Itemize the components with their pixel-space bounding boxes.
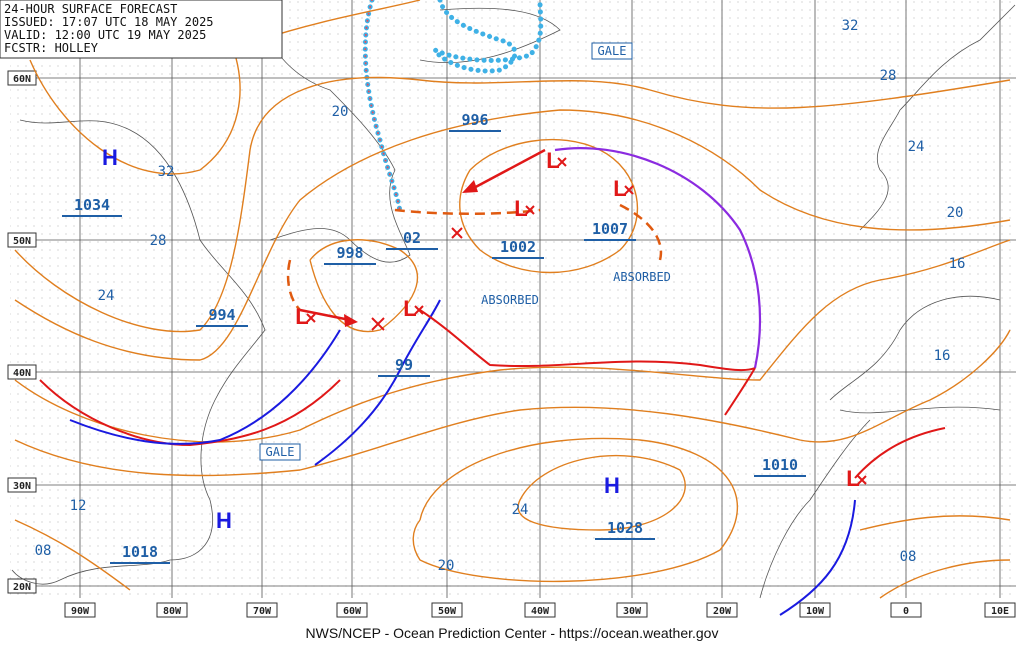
lat-label-box xyxy=(7,578,37,594)
low-symbol: L xyxy=(546,148,559,173)
isobar-label: 16 xyxy=(949,256,966,272)
fronts xyxy=(39,147,946,616)
low-center-x xyxy=(414,305,424,315)
pressure-label: 996 xyxy=(461,111,488,129)
lat-label: 30N xyxy=(13,481,31,492)
lon-label: 10W xyxy=(806,606,825,617)
pressure-label: 02 xyxy=(403,229,421,247)
lon-label-box xyxy=(156,602,188,618)
warning-box xyxy=(591,42,633,60)
lon-label-box xyxy=(246,602,278,618)
lon-label: 10E xyxy=(991,606,1009,617)
lon-label: 30W xyxy=(623,606,642,617)
isobar-label: 08 xyxy=(35,543,52,559)
lon-label-box xyxy=(64,602,96,618)
lon-label: 20W xyxy=(713,606,732,617)
high-symbol: H xyxy=(102,145,118,170)
lon-label-box xyxy=(616,602,648,618)
low-center-x xyxy=(525,205,535,215)
isobar-label: 24 xyxy=(512,502,529,518)
lon-label: 40W xyxy=(531,606,550,617)
pressure-label: 1007 xyxy=(592,220,628,238)
header-box xyxy=(0,0,283,59)
isobar-label: 32 xyxy=(842,18,859,34)
high-pressure: 1028 xyxy=(607,519,643,537)
isobar-label: 16 xyxy=(934,348,951,364)
pressure-label: 1002 xyxy=(500,238,536,256)
lon-label-box xyxy=(890,602,922,618)
annotation: ABSORBED xyxy=(481,293,539,307)
low-center-x xyxy=(624,185,634,195)
isobar-label: 28 xyxy=(150,233,167,249)
annotation: GALE xyxy=(266,445,295,459)
lat-label: 50N xyxy=(13,236,31,247)
low-symbol: L xyxy=(295,304,308,329)
footer: NWS/NCEP - Ocean Prediction Center - htt… xyxy=(306,625,719,641)
lat-label-box xyxy=(7,477,37,493)
low-center-x xyxy=(557,157,567,167)
high-pressure: 1034 xyxy=(74,196,110,214)
labels: H1034H1028H1018LLLLLL9949980299610021007… xyxy=(35,18,966,574)
graticule: 60N 50N 40N 30N 20N 90W 80W 70W 60W 50W 40W 30W 20W 1… xyxy=(7,0,1016,618)
low-center-x xyxy=(306,313,316,323)
lon-label-box xyxy=(431,602,463,618)
lat-label: 40N xyxy=(13,368,31,379)
warning-box xyxy=(259,443,301,461)
isobar-label: 24 xyxy=(98,288,115,304)
header-line: ISSUED: 17:07 UTC 18 MAY 2025 xyxy=(4,15,214,29)
lon-label-box xyxy=(799,602,831,618)
isobar-label: 12 xyxy=(70,498,87,514)
low-symbol: L xyxy=(514,196,527,221)
map-background xyxy=(10,0,1016,598)
lon-label: 70W xyxy=(253,606,272,617)
lon-label: 50W xyxy=(438,606,457,617)
isobar-label: 20 xyxy=(332,104,349,120)
annotation: GALE xyxy=(598,44,627,58)
lon-label-box xyxy=(336,602,368,618)
lat-label: 60N xyxy=(13,74,31,85)
high-symbol: H xyxy=(604,473,620,498)
low-symbol: L xyxy=(846,466,859,491)
isobar-label: 20 xyxy=(947,205,964,221)
low-center-x xyxy=(857,475,867,485)
header-line: FCSTR: HOLLEY xyxy=(4,41,99,55)
lon-label: 80W xyxy=(163,606,182,617)
pressure-label: 994 xyxy=(208,306,235,324)
lon-label-box xyxy=(984,602,1016,618)
isobar-label: 20 xyxy=(438,558,455,574)
annotation: ABSORBED xyxy=(613,270,671,284)
lat-label-box xyxy=(7,232,37,248)
lat-label-box xyxy=(7,364,37,380)
header-line: 24-HOUR SURFACE FORECAST xyxy=(4,2,177,16)
header-line: VALID: 12:00 UTC 19 MAY 2025 xyxy=(4,28,206,42)
pressure-label: 1010 xyxy=(762,456,798,474)
high-symbol: H xyxy=(216,508,232,533)
pressure-label: 998 xyxy=(336,244,363,262)
lat-label-box xyxy=(7,70,37,86)
lon-label: 90W xyxy=(71,606,90,617)
lon-label-box xyxy=(524,602,556,618)
low-symbol: L xyxy=(613,176,626,201)
ice-edges xyxy=(362,0,544,218)
isobar-label: 08 xyxy=(900,549,917,565)
isobars xyxy=(14,0,1011,599)
low-symbol: L xyxy=(403,296,416,321)
lat-label: 20N xyxy=(13,582,31,593)
lon-label: 60W xyxy=(343,606,362,617)
isobar-label: 28 xyxy=(880,68,897,84)
lon-label-box xyxy=(706,602,738,618)
lon-label: 0 xyxy=(903,606,909,617)
isobar-label: 24 xyxy=(908,139,925,155)
isobar-label: 32 xyxy=(158,164,175,180)
pressure-label: 99 xyxy=(395,356,413,374)
high-pressure: 1018 xyxy=(122,543,158,561)
